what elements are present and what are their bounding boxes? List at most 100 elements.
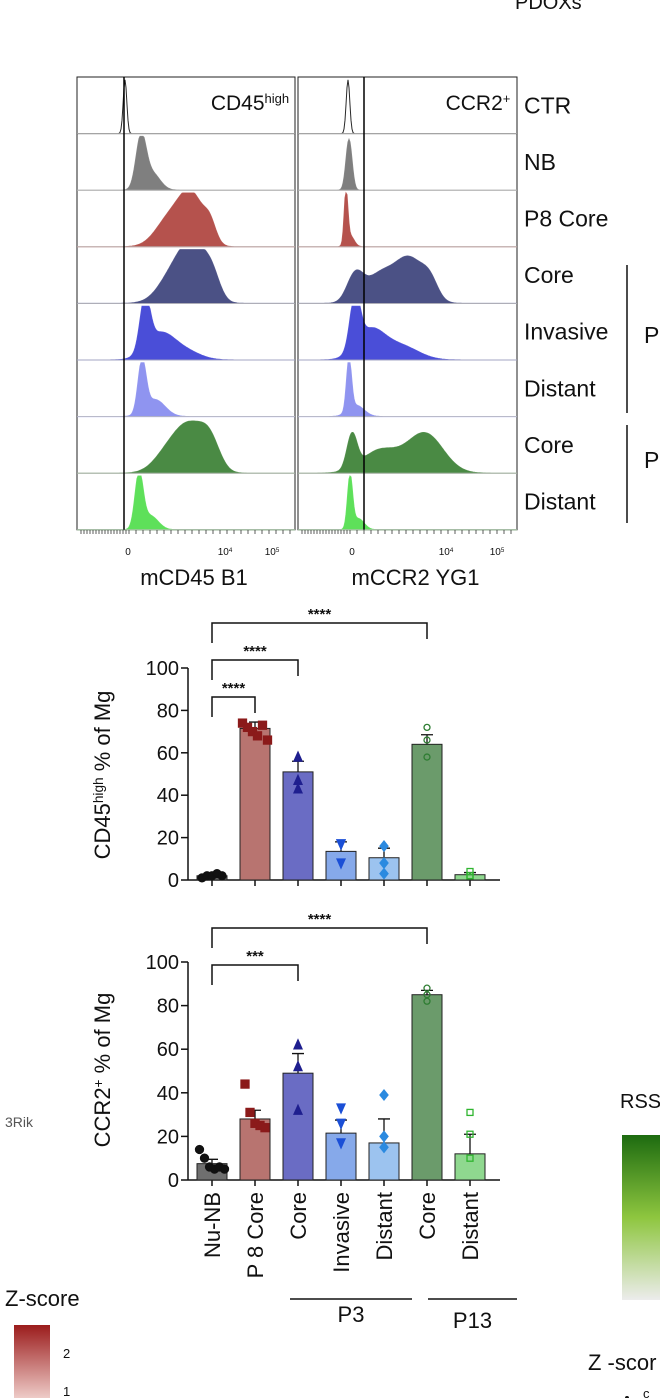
flow-tick-label-part: 5: [276, 547, 280, 554]
data-point: [379, 840, 389, 853]
row-label: Core: [524, 432, 574, 458]
rss-bar: [622, 1135, 660, 1300]
flow-tick-label: 0: [349, 547, 355, 558]
y-tick-label: 60: [157, 743, 179, 765]
x-tick-label: Nu-NB: [200, 1192, 225, 1258]
data-point: [260, 1123, 270, 1133]
x-tick-label: P 8 Core: [243, 1192, 268, 1278]
significance-bracket: [211, 696, 256, 717]
data-point: [379, 1088, 389, 1102]
data-point: [292, 1103, 304, 1115]
data-point: [199, 1153, 210, 1163]
flow-tick-label-part: 10: [490, 547, 502, 558]
zscore-title: Z-score: [5, 1286, 80, 1311]
significance-label: ****: [308, 911, 332, 928]
histogram: [298, 255, 517, 304]
flow-tick-label-part: 10: [439, 547, 451, 558]
bar: [411, 994, 443, 1181]
significance-label: ****: [243, 643, 267, 660]
flow-tick-label: 105: [265, 547, 280, 559]
data-point: [466, 1108, 474, 1117]
data-point: [240, 1079, 250, 1089]
significance-bracket: [211, 927, 428, 948]
data-point: [262, 735, 273, 745]
significance-bracket: [211, 659, 299, 680]
panel-title-part: +: [503, 91, 511, 106]
histogram: [77, 362, 295, 418]
data-point: [423, 736, 431, 744]
zscore-bar: [14, 1325, 50, 1398]
significance-label: ****: [222, 680, 246, 697]
data-point: [292, 1038, 304, 1050]
x-tick-label: Core: [286, 1192, 311, 1240]
data-point: [335, 1103, 347, 1115]
significance-label: ****: [308, 606, 332, 623]
group-label: P3: [338, 1302, 365, 1327]
y-tick-label: 100: [146, 952, 179, 974]
histogram: [77, 475, 295, 531]
histogram: [298, 191, 517, 248]
y-axis-title-part: % of Mg: [90, 993, 115, 1080]
y-tick-label: 20: [157, 1126, 179, 1148]
y-tick-label: 60: [157, 1039, 179, 1061]
flow-tick-label: 104: [439, 547, 454, 559]
data-point: [335, 858, 347, 870]
zscore-right: Z -scor: [588, 1350, 656, 1375]
flow-tick-label-part: 5: [501, 547, 505, 554]
significance-bracket: [211, 964, 299, 985]
data-point: [423, 997, 431, 1005]
y-tick-label: 100: [146, 658, 179, 680]
data-point: [292, 782, 304, 794]
histogram: [77, 420, 295, 474]
data-point: [466, 1130, 474, 1138]
bar: [239, 727, 271, 881]
side-label: 3Rik: [5, 1114, 34, 1130]
bar: [454, 1153, 486, 1181]
data-point: [379, 867, 389, 880]
data-point: [292, 1060, 304, 1072]
y-tick-label: 40: [157, 785, 179, 807]
data-point: [423, 753, 431, 761]
group-label: P: [644, 447, 659, 473]
flow-tick-label: 0: [125, 547, 131, 558]
row-label: NB: [524, 149, 556, 175]
error-bar: [292, 760, 304, 772]
y-axis-title-part: CCR2: [90, 1087, 115, 1147]
significance-label: ***: [246, 948, 264, 965]
histogram: [298, 475, 517, 531]
y-axis-title-part: CD45: [90, 803, 115, 859]
data-point: [466, 1154, 474, 1162]
data-point: [245, 1107, 255, 1118]
y-axis-title: CCR2+ % of Mg: [90, 993, 115, 1148]
data-point: [194, 1144, 205, 1155]
data-point: [217, 871, 227, 881]
rss-title: RSS: [620, 1091, 660, 1113]
data-point: [292, 750, 304, 762]
data-point: [466, 872, 474, 880]
panel-title-part: high: [265, 91, 290, 106]
histogram: [77, 135, 295, 191]
row-label: Core: [524, 262, 574, 288]
flow-tick-label: 105: [490, 547, 505, 559]
zscore-tick: 2: [63, 1346, 70, 1361]
y-axis-title-part: high: [91, 777, 106, 803]
bullet-text: c: [643, 1386, 650, 1398]
data-point: [219, 1164, 230, 1174]
flow-tick-label: 104: [218, 547, 233, 559]
y-axis-title: CD45high % of Mg: [90, 691, 115, 860]
histogram: [298, 137, 517, 191]
panel-title-part: CCR2: [446, 92, 503, 115]
histogram: [298, 305, 517, 361]
data-point: [335, 1138, 347, 1150]
histogram: [77, 192, 295, 248]
row-label: P8 Core: [524, 206, 608, 232]
flow-axis-title: mCCR2 YG1: [352, 565, 480, 590]
histogram: [298, 432, 517, 474]
y-tick-label: 20: [157, 828, 179, 850]
y-axis-title-part: % of Mg: [90, 691, 115, 778]
histogram: [298, 362, 517, 418]
data-point: [252, 731, 263, 741]
x-tick-label: Distant: [372, 1192, 397, 1260]
x-tick-label: Core: [415, 1192, 440, 1240]
